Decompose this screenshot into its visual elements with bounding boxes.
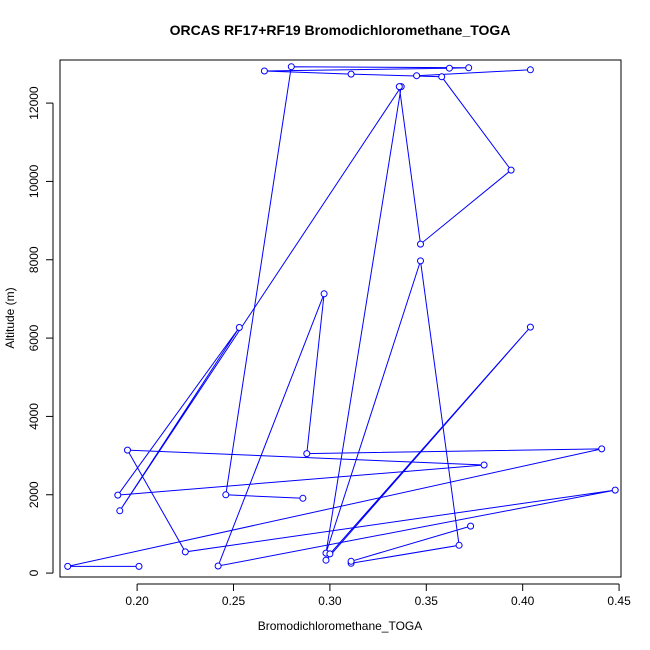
series-line xyxy=(350,525,471,562)
y-tick-label: 12000 xyxy=(27,86,41,120)
y-axis-label: Altitude (m) xyxy=(3,287,17,348)
y-axis: 0 2000 4000 6000 8000 10000 12000 xyxy=(27,86,54,576)
series-line xyxy=(416,69,531,77)
data-point xyxy=(322,556,330,564)
data-point xyxy=(417,240,424,248)
y-tick-label: 2000 xyxy=(27,481,41,508)
data-point xyxy=(303,450,311,458)
x-tick-label: 0.45 xyxy=(607,594,631,608)
data-point xyxy=(455,541,463,549)
y-tick-label: 8000 xyxy=(27,246,41,273)
x-tick-label: 0.40 xyxy=(511,594,535,608)
series-line xyxy=(225,66,512,499)
data-point xyxy=(235,324,243,331)
data-point xyxy=(417,257,424,265)
data-point xyxy=(222,491,230,499)
series-lines xyxy=(67,66,616,567)
data-point xyxy=(480,461,488,469)
x-axis: 0.20 0.25 0.30 0.35 0.40 0.45 xyxy=(125,583,631,608)
data-point xyxy=(64,562,72,570)
data-point xyxy=(347,557,355,565)
chart-title: ORCAS RF17+RF19 Bromodichloromethane_TOG… xyxy=(170,22,511,38)
data-point xyxy=(526,323,534,331)
data-point xyxy=(320,290,328,298)
data-point xyxy=(465,64,473,72)
data-point xyxy=(326,550,334,558)
data-point xyxy=(438,73,446,81)
x-tick-label: 0.25 xyxy=(222,594,246,608)
y-tick-label: 10000 xyxy=(27,164,41,198)
plot-area-border xyxy=(59,59,622,578)
y-tick-label: 6000 xyxy=(27,324,41,351)
data-point xyxy=(114,491,122,499)
data-point xyxy=(135,562,143,570)
series-points xyxy=(64,63,619,570)
series-line xyxy=(67,86,616,567)
data-point xyxy=(598,445,606,453)
y-tick-label: 0 xyxy=(27,569,41,576)
data-point xyxy=(445,64,453,72)
data-point xyxy=(214,562,222,570)
data-point xyxy=(413,72,421,80)
data-point xyxy=(181,548,189,556)
data-point xyxy=(124,446,131,454)
data-point xyxy=(507,166,515,174)
data-point xyxy=(347,70,355,78)
data-point xyxy=(467,522,475,530)
data-point xyxy=(260,67,268,75)
y-tick-label: 4000 xyxy=(27,403,41,430)
data-point xyxy=(287,63,295,71)
data-point xyxy=(116,507,124,515)
x-tick-label: 0.30 xyxy=(318,594,342,608)
x-tick-label: 0.35 xyxy=(415,594,439,608)
x-tick-label: 0.20 xyxy=(125,594,149,608)
data-point xyxy=(611,486,619,494)
data-point xyxy=(395,83,403,91)
x-axis-label: Bromodichloromethane_TOGA xyxy=(258,619,423,633)
data-point xyxy=(526,66,534,74)
data-point xyxy=(299,494,307,502)
